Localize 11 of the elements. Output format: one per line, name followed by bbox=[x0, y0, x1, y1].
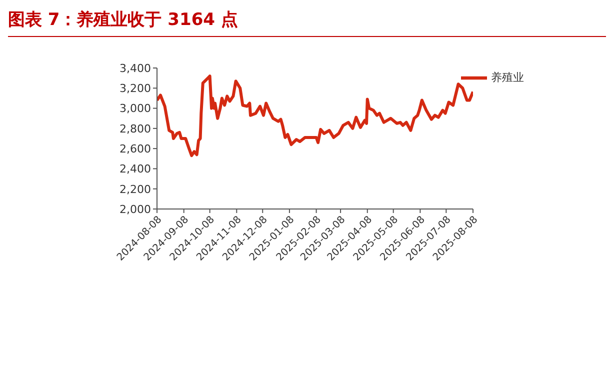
y-tick-label: 2,200 bbox=[120, 182, 151, 196]
y-tick-label: 2,600 bbox=[120, 142, 151, 156]
chart-title: 图表 7：养殖业收于 3164 点 bbox=[8, 8, 606, 37]
y-tick-label: 3,000 bbox=[120, 102, 151, 116]
legend-label: 养殖业 bbox=[491, 71, 524, 84]
line-series bbox=[157, 74, 473, 158]
y-tick-label: 2,000 bbox=[120, 202, 151, 216]
y-tick-label: 2,800 bbox=[120, 122, 151, 136]
y-tick-label: 3,400 bbox=[120, 62, 151, 75]
y-tick-label: 2,400 bbox=[120, 162, 151, 176]
y-tick-label: 3,200 bbox=[120, 82, 151, 96]
